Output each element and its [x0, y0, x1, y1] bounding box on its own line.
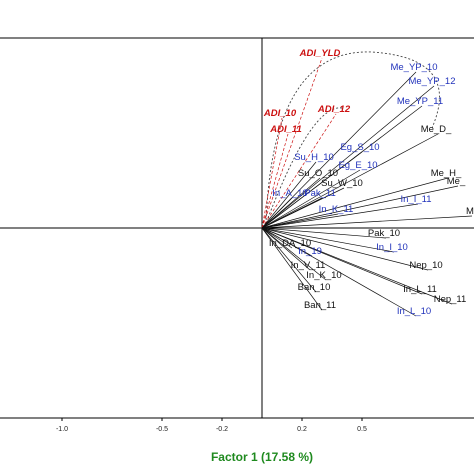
vector-Pak_11	[261, 197, 323, 229]
x-tick-label: 0.2	[297, 426, 307, 433]
x-tick-label: -1.0	[56, 426, 68, 433]
vector-label: In_I_11	[401, 194, 432, 205]
vector-label: In_L_11	[403, 284, 437, 295]
vector-In_V_11	[261, 227, 311, 271]
vector-label: Pak_10	[368, 228, 400, 239]
vector-Ban_10	[261, 227, 317, 293]
ellipse-layer	[265, 51, 440, 225]
ellipse-inner	[267, 107, 343, 219]
vector-Eg_S_10	[261, 151, 363, 229]
vector-label: Nep_10	[409, 260, 442, 271]
vector-label: Me_YP_12	[408, 76, 455, 87]
x-tick-label: 0.5	[357, 426, 367, 433]
vector-label: Su_O_10	[298, 168, 338, 179]
x-tick-label: -0.2	[216, 426, 228, 433]
vector-Me_YP_12	[261, 85, 435, 229]
vector-label: Ban_10	[298, 282, 331, 293]
vector-label: In_V_11	[291, 260, 326, 271]
vector-In_L_10	[261, 227, 417, 317]
vector-label: Eg_E_10	[338, 160, 377, 171]
plot-frame	[0, 37, 474, 419]
vector-label: In_L_10	[397, 306, 431, 317]
vector-label: In_A_10	[272, 188, 307, 199]
vector-label: In_K_10	[306, 270, 341, 281]
vector-In_I_10	[261, 227, 395, 253]
vector-Me_	[261, 185, 459, 229]
vector-label: Me_	[447, 176, 466, 187]
vector-label: ADI_11	[269, 124, 302, 135]
vector-ADI_YLD	[261, 57, 323, 229]
vector-In_A_10	[261, 197, 293, 229]
vector-label: Me_D_	[421, 124, 452, 135]
vector-Pak_10	[261, 227, 387, 239]
vector-In_I_11	[261, 203, 419, 229]
vector-Eg_E_10	[261, 169, 361, 229]
vector-label: In_DA_10	[269, 238, 311, 249]
vector-Su_O_10	[261, 177, 321, 229]
vector-label: Me_YP_11	[397, 96, 443, 107]
vector-label: Su_W_10	[321, 178, 363, 189]
vector-label: Su_H_10	[294, 152, 334, 163]
vector-label: Me_H_	[431, 168, 462, 179]
vector-label: Me_YP_10	[390, 62, 437, 73]
vector-layer	[261, 57, 473, 317]
vector-ADI_10	[261, 117, 283, 229]
x-axis-label: Factor 1 (17.58 %)	[211, 450, 313, 464]
vector-label: Pak_11	[304, 188, 336, 199]
vector-In_K_10	[261, 227, 327, 281]
vector-label: In_19	[298, 246, 322, 257]
vector-Su_H_10	[261, 161, 317, 229]
vector-Ban_11	[261, 227, 323, 311]
vector-label: ADI_10	[263, 108, 297, 119]
x-tick-label: -0.5	[156, 426, 168, 433]
vector-Me_H_	[261, 177, 449, 229]
vector-label: In_K_11	[319, 204, 354, 215]
vector-label: Nep_11	[434, 294, 467, 305]
vector-label: In_I_10	[376, 242, 408, 253]
vector-In_DA_10	[261, 227, 293, 249]
vector-In_K_11	[261, 213, 339, 229]
vector-ADI_11	[261, 133, 289, 229]
vector-ADI_12	[261, 113, 337, 229]
vector-label-layer: ADI_YLD Me_YP_10 Me_YP_12 Me_YP_11 ADI_10 ADI…	[263, 48, 474, 317]
vector-Me_D_	[261, 133, 439, 229]
vector-label: ADI_12	[317, 104, 351, 115]
vector-label: Eg_S_10	[340, 142, 379, 153]
vector-Nep_10	[261, 227, 429, 271]
vector-label: ADI_YLD	[299, 48, 341, 59]
x-tick-layer: -1.0 -0.5 -0.2 0.2 0.5	[56, 418, 367, 433]
vector-label: M	[466, 206, 474, 217]
vector-label: Ban_11	[304, 300, 336, 311]
vector-Nep_11	[261, 227, 453, 305]
vector-M	[261, 215, 473, 229]
